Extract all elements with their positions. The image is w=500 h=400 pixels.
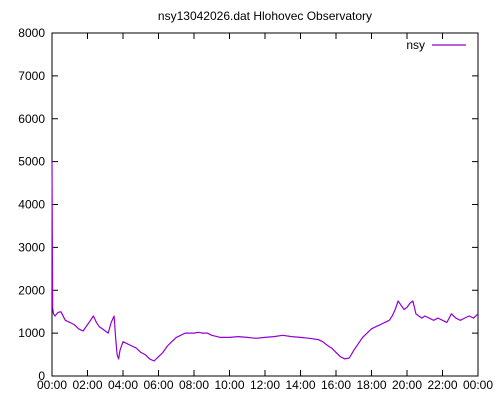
x-axis: 00:00 02:00 04:00 06:00 08:00 10:00 12:00 14:00… bbox=[37, 33, 493, 392]
x-tick-label: 00:00 bbox=[463, 378, 493, 392]
series-line-nsy bbox=[51, 161, 479, 362]
x-tick-label: 20:00 bbox=[392, 378, 422, 392]
y-tick-label: 8000 bbox=[18, 26, 45, 40]
y-tick-label: 3000 bbox=[18, 240, 45, 254]
x-tick-label: 22:00 bbox=[427, 378, 457, 392]
plot-area-frame bbox=[51, 32, 479, 377]
y-axis: 0 1000 2000 3000 4000 5000 6000 7000 8000 bbox=[18, 26, 478, 383]
y-tick-label: 7000 bbox=[18, 69, 45, 83]
x-tick-label: 14:00 bbox=[285, 378, 315, 392]
y-tick-label: 0 bbox=[38, 369, 45, 383]
y-tick-label: 5000 bbox=[18, 155, 45, 169]
x-tick-label: 08:00 bbox=[179, 378, 209, 392]
y-tick-label: 4000 bbox=[18, 198, 45, 212]
y-tick-label: 1000 bbox=[18, 326, 45, 340]
x-tick-label: 06:00 bbox=[143, 378, 173, 392]
chart-title: nsy13042026.dat Hlohovec Observatory bbox=[158, 9, 372, 23]
x-tick-label: 02:00 bbox=[72, 378, 102, 392]
x-tick-label: 16:00 bbox=[321, 378, 351, 392]
legend-label: nsy bbox=[406, 38, 425, 52]
y-tick-label: 2000 bbox=[18, 283, 45, 297]
legend: nsy bbox=[406, 38, 466, 52]
x-tick-label: 10:00 bbox=[214, 378, 244, 392]
x-tick-label: 04:00 bbox=[108, 378, 138, 392]
x-tick-label: 12:00 bbox=[250, 378, 280, 392]
x-tick-label: 18:00 bbox=[356, 378, 386, 392]
series-lines bbox=[51, 161, 479, 362]
x-tick-label: 00:00 bbox=[37, 378, 67, 392]
y-tick-label: 6000 bbox=[18, 112, 45, 126]
